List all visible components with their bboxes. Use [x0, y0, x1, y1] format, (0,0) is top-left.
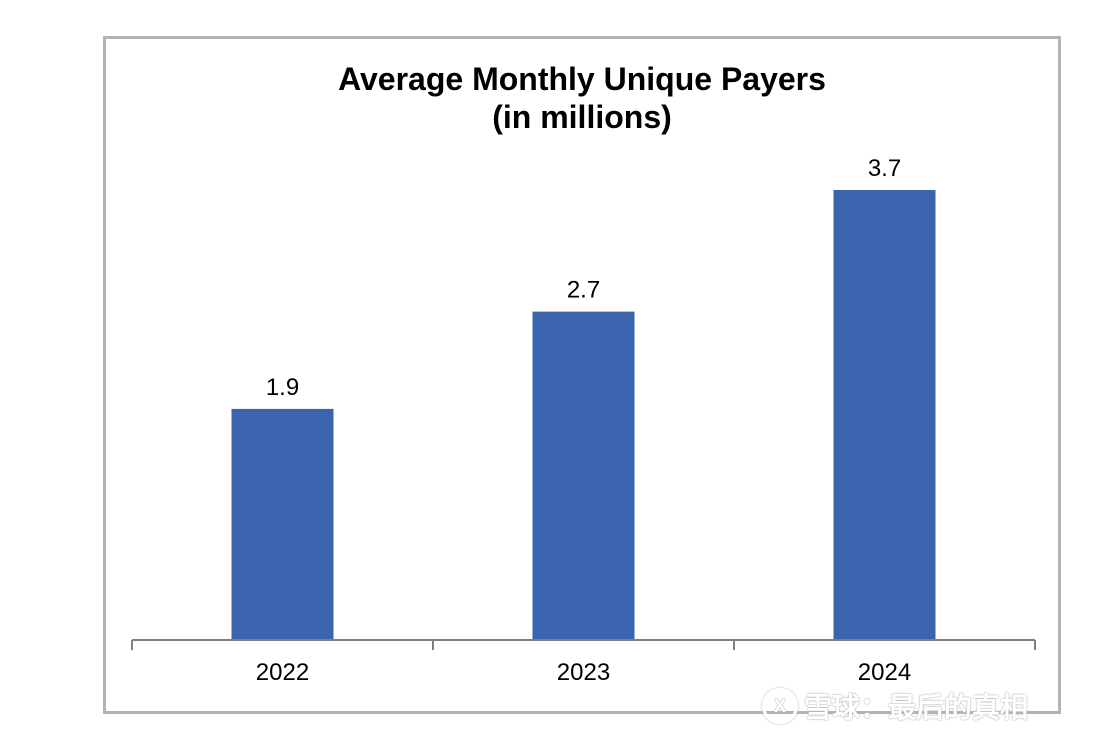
data-label-2023: 2.7 [567, 277, 600, 304]
chart-title-line-1: Average Monthly Unique Payers [338, 61, 826, 97]
x-tick-label-2022: 2022 [256, 659, 309, 686]
data-label-2022: 1.9 [266, 374, 299, 401]
chart-title-line-2: (in millions) [492, 99, 672, 135]
watermark-text: 雪球：最后的真相 [804, 692, 1029, 723]
snowball-logo-icon: X [762, 688, 798, 724]
data-label-2024: 3.7 [868, 155, 901, 182]
x-tick-label-2024: 2024 [858, 659, 911, 686]
bar-2023 [532, 311, 635, 640]
x-tick-label-2023: 2023 [557, 659, 610, 686]
watermark: X 雪球：最后的真相 [762, 686, 1028, 726]
bar-2022 [231, 408, 334, 640]
chart-title: Average Monthly Unique Payers (in millio… [0, 60, 1094, 136]
bar-2024 [833, 190, 936, 640]
